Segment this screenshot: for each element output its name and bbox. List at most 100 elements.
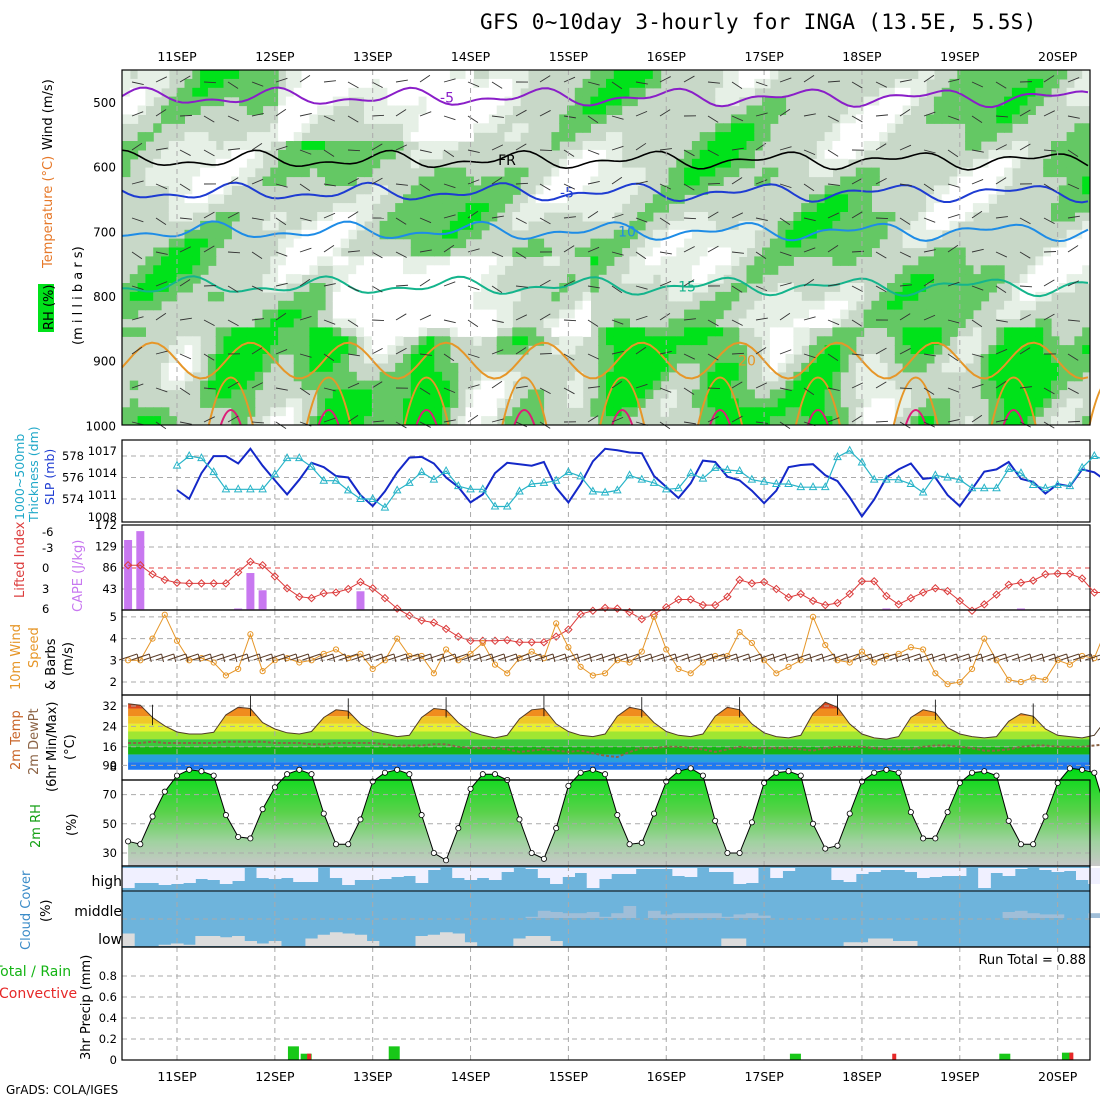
rh-cell xyxy=(902,318,911,328)
rh-cell xyxy=(387,398,396,408)
rh-cell xyxy=(192,176,201,186)
rh-cell xyxy=(184,141,193,151)
rh-cell xyxy=(1066,371,1075,382)
rh-cell xyxy=(676,176,685,186)
rh-cell xyxy=(520,327,529,337)
rh-cell xyxy=(465,132,474,142)
cape-bar xyxy=(882,608,891,610)
rh-cell xyxy=(777,318,787,328)
rh-cell xyxy=(325,149,334,160)
rh-cell xyxy=(1082,274,1090,284)
rh-cell xyxy=(309,114,318,124)
thickness-marker xyxy=(405,477,414,486)
rh-cell xyxy=(699,149,709,160)
rh-cell xyxy=(949,114,958,124)
rh-cell xyxy=(364,105,373,115)
rh-cell xyxy=(1074,149,1083,160)
rh-cell xyxy=(754,114,763,124)
rh-cell xyxy=(840,309,849,320)
date-tick-label-top: 15SEP xyxy=(549,49,589,64)
rh-cell xyxy=(293,158,303,169)
rh-marker xyxy=(1079,766,1086,773)
rh-cell xyxy=(824,167,833,178)
high-cloud-bar xyxy=(574,868,588,873)
thickness-marker xyxy=(417,467,426,476)
rh-cell xyxy=(184,274,193,284)
low-cloud-bar xyxy=(121,933,135,946)
warm-bulge-contour xyxy=(697,376,744,426)
high-cloud-bar xyxy=(953,868,967,876)
rh-marker xyxy=(492,771,499,778)
rh-cell xyxy=(582,291,591,302)
rh-cell xyxy=(715,96,724,107)
rh-cell xyxy=(606,389,615,399)
wind-barb xyxy=(539,183,551,191)
rh-cell xyxy=(309,96,318,107)
rh-cell xyxy=(520,203,529,213)
rh-cell xyxy=(122,407,131,417)
rh-cell xyxy=(488,300,498,311)
rh-cell xyxy=(832,149,841,160)
rh-cell xyxy=(1027,362,1036,373)
rh-cell xyxy=(738,87,748,98)
rh-cell xyxy=(442,274,451,284)
lifted-index-marker xyxy=(980,600,989,609)
rh-cell xyxy=(254,318,264,328)
rh-cell xyxy=(598,407,607,417)
wind-barb xyxy=(875,177,887,185)
rh-cell xyxy=(582,114,591,124)
rh-cell xyxy=(207,176,217,186)
rh-cell xyxy=(926,291,935,302)
rh-cell xyxy=(676,229,685,240)
rh-cell xyxy=(598,265,607,275)
rh-marker xyxy=(981,768,988,775)
rh-cell xyxy=(949,354,958,364)
rh-cell xyxy=(801,371,810,382)
rh-cell xyxy=(215,70,225,80)
rh-cell xyxy=(317,158,326,169)
rh-cell xyxy=(543,203,552,213)
warm-bulge-contour xyxy=(794,376,841,426)
rh-marker xyxy=(418,812,425,819)
wind-tick-label: 4 xyxy=(110,632,117,646)
rh-cell xyxy=(902,265,911,275)
rh-cell xyxy=(598,185,607,195)
rh-cell xyxy=(309,300,318,311)
temp-line xyxy=(128,701,1100,740)
rh-cell xyxy=(559,345,568,355)
rh-cell xyxy=(832,291,841,302)
rh-cell xyxy=(535,416,545,425)
rh-cell xyxy=(926,398,935,408)
rh-cell xyxy=(746,416,755,425)
rh-cell xyxy=(184,78,193,89)
rh-cell xyxy=(403,132,412,142)
rh-cell xyxy=(848,212,857,222)
rh-cell xyxy=(1058,194,1068,204)
date-tick-label-bottom: 16SEP xyxy=(647,1069,687,1084)
rh-cell xyxy=(590,398,599,408)
rh-cell xyxy=(184,256,193,266)
rh-cell xyxy=(418,229,427,240)
low-cloud-bar xyxy=(843,942,857,946)
rh-cell xyxy=(254,371,264,382)
rh-cell xyxy=(1043,327,1052,337)
lifted-index-marker xyxy=(1004,580,1013,590)
rh-cell xyxy=(285,78,295,89)
rh-cell xyxy=(215,389,225,399)
thickness-marker xyxy=(331,475,341,484)
rh-cell xyxy=(1004,327,1013,337)
cape-bar xyxy=(356,591,365,610)
wind-barb xyxy=(539,279,551,287)
rh-cell xyxy=(465,70,474,80)
rh-cell xyxy=(871,229,880,240)
rh-cell xyxy=(215,185,225,195)
high-cloud-bar xyxy=(525,868,539,869)
rh-cell xyxy=(1043,167,1052,178)
rh-cell xyxy=(457,229,467,240)
wind-barb xyxy=(707,387,721,390)
wind-barb xyxy=(995,251,1008,258)
rh-marker xyxy=(956,779,963,786)
rh-cell xyxy=(231,416,240,425)
rh-cell xyxy=(824,300,833,311)
rh-cell xyxy=(122,78,131,89)
